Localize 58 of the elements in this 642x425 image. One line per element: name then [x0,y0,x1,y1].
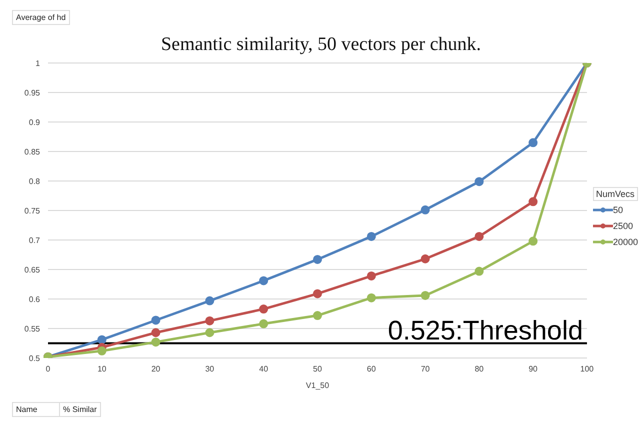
y-tick-label: 0.8 [28,176,41,186]
point [312,311,322,320]
x-tick-label: 20 [151,364,161,374]
legend-title: NumVecs [592,187,638,201]
point [366,293,376,302]
y-tick-label: 0.95 [24,88,41,98]
ref-line-label: 0.525:Threshold [388,315,583,346]
y-tick-label: 0.85 [24,147,41,156]
point [151,316,160,325]
text: Name [12,402,60,417]
point [97,335,106,344]
x-tick-label: 50 [313,364,322,374]
text: % Similar [59,402,101,417]
x-tick-label: 30 [205,364,215,374]
x-axis-title: V1_50 [306,381,330,390]
x-tick-label: 60 [366,364,376,374]
y-tick-label: 0.55 [24,324,41,334]
x-tick-label: 70 [420,364,430,374]
point [97,346,106,356]
x-tick-label: 90 [528,364,538,374]
point [151,338,160,347]
x-tick-label: 10 [97,364,107,374]
point [528,138,538,148]
chart-title: Semantic similarity, 50 vectors per chunk. [160,34,482,56]
y-tick-label: 0.9 [28,118,41,127]
x-tick-label: 100 [580,364,594,374]
point [474,177,484,186]
x-tick-label: 80 [474,364,484,374]
point [474,232,484,241]
y-tick-label: 1 [36,58,41,68]
x-tick-label: 40 [259,364,269,374]
point [528,236,538,246]
y-tick-label: 0.6 [28,294,41,304]
point [259,319,268,328]
point [151,328,160,338]
point [312,254,322,264]
point [205,328,214,338]
point [259,276,268,286]
point [366,232,376,241]
y-tick-label: 0.65 [24,265,41,274]
point [528,197,538,206]
point [420,290,430,300]
point [259,304,268,314]
y-tick-label: 0.5 [28,354,41,363]
point [366,271,376,280]
legend-label: 20000 [612,237,638,247]
y-tick-label: 0.75 [24,206,41,216]
point [420,254,430,264]
point [420,205,430,214]
legend-label: 2500 [612,221,633,231]
point [474,266,484,276]
point [312,289,322,298]
point [205,296,214,306]
legend-label: 50 [612,205,623,215]
x-tick-label: 0 [46,364,51,374]
point [205,316,214,326]
y-tick-label: 0.7 [28,236,41,245]
text: Average of hd [12,10,70,25]
